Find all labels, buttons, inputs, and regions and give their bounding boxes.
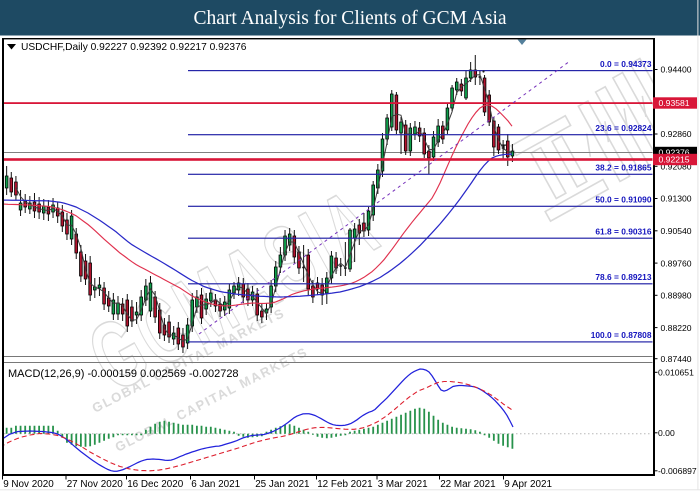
- svg-text:12 Feb 2021: 12 Feb 2021: [317, 479, 373, 490]
- svg-text:0.94400: 0.94400: [661, 65, 692, 75]
- svg-text:-0.006897: -0.006897: [658, 466, 697, 476]
- svg-text:6 Jan 2021: 6 Jan 2021: [191, 479, 240, 490]
- svg-text:61.8 = 0.90316: 61.8 = 0.90316: [595, 226, 651, 236]
- svg-text:0.87440: 0.87440: [661, 354, 692, 364]
- svg-text:27 Nov 2020: 27 Nov 2020: [67, 479, 124, 490]
- svg-text:100.0 = 0.87808: 100.0 = 0.87808: [591, 330, 652, 340]
- svg-text:0.89760: 0.89760: [661, 258, 692, 268]
- svg-text:0.92376: 0.92376: [659, 148, 690, 158]
- svg-text:0.90540: 0.90540: [661, 226, 692, 236]
- svg-text:3 Mar 2021: 3 Mar 2021: [378, 479, 428, 490]
- svg-text:0.91300: 0.91300: [661, 194, 692, 204]
- svg-text:0.92080: 0.92080: [661, 162, 692, 172]
- svg-text:USDCHF,Daily 0.92227 0.92392: USDCHF,Daily 0.92227 0.92392 0.92217 0.9…: [21, 42, 247, 53]
- svg-text:0.88220: 0.88220: [661, 323, 692, 333]
- svg-text:MACD(12,26,9) -0.000159 0.0025: MACD(12,26,9) -0.000159 0.002569 -0.0027…: [8, 368, 239, 380]
- svg-text:0.0 = 0.94373: 0.0 = 0.94373: [600, 59, 652, 69]
- svg-text:0.00: 0.00: [658, 428, 675, 438]
- svg-text:16 Dec 2020: 16 Dec 2020: [127, 479, 184, 490]
- svg-text:Chart Analysis for Clients of: Chart Analysis for Clients of GCM Asia: [193, 8, 506, 29]
- svg-text:9 Nov 2020: 9 Nov 2020: [3, 479, 54, 490]
- svg-text:0.92860: 0.92860: [661, 129, 692, 139]
- svg-text:0.93581: 0.93581: [659, 98, 690, 108]
- svg-text:78.6 = 0.89213: 78.6 = 0.89213: [595, 272, 651, 282]
- svg-text:25 Jan 2021: 25 Jan 2021: [255, 479, 310, 490]
- svg-text:22 Mar 2021: 22 Mar 2021: [440, 479, 496, 490]
- svg-text:0.88980: 0.88980: [661, 291, 692, 301]
- svg-text:0.010651: 0.010651: [658, 368, 694, 378]
- svg-text:0.92215: 0.92215: [659, 155, 690, 165]
- svg-text:38.2 = 0.91865: 38.2 = 0.91865: [595, 163, 651, 173]
- svg-text:50.0 = 0.91090: 50.0 = 0.91090: [595, 195, 651, 205]
- svg-text:23.6 = 0.92824: 23.6 = 0.92824: [595, 123, 651, 133]
- svg-text:9 Apr 2021: 9 Apr 2021: [504, 479, 552, 490]
